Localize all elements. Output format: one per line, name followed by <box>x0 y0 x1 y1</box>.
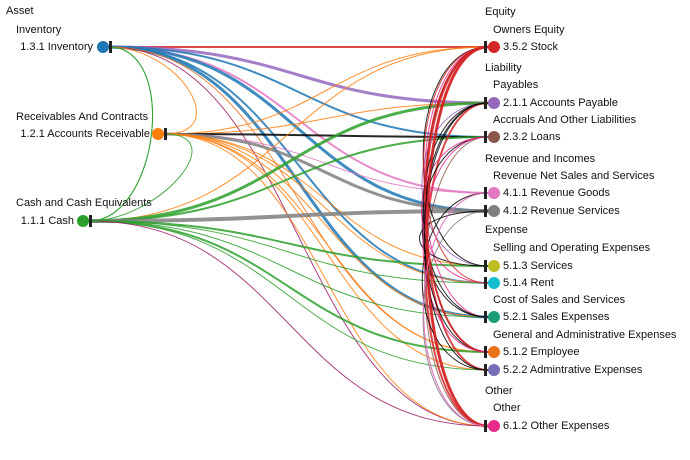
subgroup-label-receivables: Receivables And Contracts <box>16 111 149 123</box>
node-label-rent: 5.1.4 Rent <box>503 277 554 289</box>
group-label-other: Other <box>485 385 513 397</box>
flow-link <box>88 46 489 222</box>
flow-link <box>88 220 489 371</box>
node-port-receivable <box>164 128 167 140</box>
flow-link <box>88 136 489 222</box>
node-port-employee <box>484 346 487 358</box>
flow-link <box>87 209 490 223</box>
subgroup-label-owners-equity: Owners Equity <box>493 24 565 36</box>
node-receivable[interactable] <box>152 128 164 140</box>
feedback-link <box>421 102 489 267</box>
node-employee[interactable] <box>488 346 500 358</box>
node-port-salesexp <box>484 311 487 323</box>
flow-link <box>88 46 154 222</box>
subgroup-label-cost-of-sales: Cost of Sales and Services <box>493 294 626 306</box>
node-label-payable: 2.1.1 Accounts Payable <box>503 97 618 109</box>
feedback-link <box>422 102 489 318</box>
subgroup-label-accruals: Accruals And Other Liabilities <box>493 114 637 126</box>
subgroup-label-payables: Payables <box>493 79 539 91</box>
node-port-rent <box>484 277 487 289</box>
node-label-stock: 3.5.2 Stock <box>503 41 559 53</box>
node-label-revgoods: 4.1.1 Revenue Goods <box>503 187 611 199</box>
subgroup-label-other: Other <box>493 402 521 414</box>
feedback-link <box>421 192 489 371</box>
flow-link <box>88 133 193 222</box>
node-label-employee: 5.1.2 Employee <box>503 346 580 358</box>
node-label-otherexp: 6.1.2 Other Expenses <box>503 420 610 432</box>
group-label-liability: Liability <box>485 62 522 74</box>
feedback-link <box>423 102 489 371</box>
node-label-cash: 1.1.1 Cash <box>20 215 74 227</box>
feedback-link <box>418 210 489 267</box>
node-label-salesexp: 5.2.1 Sales Expenses <box>503 311 610 323</box>
subgroup-label-selling: Selling and Operating Expenses <box>493 242 651 254</box>
flow-link <box>107 45 490 105</box>
node-port-otherexp <box>484 420 487 432</box>
group-label-equity: Equity <box>485 6 516 18</box>
flow-link <box>108 46 489 427</box>
feedback-link <box>421 136 489 284</box>
node-salesexp[interactable] <box>488 311 500 323</box>
flow-link <box>108 46 489 284</box>
node-port-admin <box>484 364 487 376</box>
node-stock[interactable] <box>488 41 500 53</box>
node-cash[interactable] <box>77 215 89 227</box>
node-loans[interactable] <box>488 131 500 143</box>
flow-link <box>88 220 489 284</box>
flow-link <box>108 46 197 135</box>
node-label-loans: 2.3.2 Loans <box>503 131 561 143</box>
flow-link <box>88 220 489 318</box>
node-label-admin: 5.2.2 Admintrative Expenses <box>503 364 643 376</box>
feedback-link <box>421 136 489 318</box>
feedback-link <box>423 192 489 427</box>
feedback-link <box>425 46 489 427</box>
flow-link <box>88 220 489 427</box>
flow-link <box>108 46 489 138</box>
flow-link <box>87 101 490 223</box>
node-port-stock <box>484 41 487 53</box>
node-payable[interactable] <box>488 97 500 109</box>
node-port-revgoods <box>484 187 487 199</box>
group-label-revenue: Revenue and Incomes <box>485 153 596 165</box>
flow-link <box>162 132 490 213</box>
flow-link <box>88 220 489 353</box>
feedback-link <box>423 46 489 284</box>
subgroup-label-cash: Cash and Cash Equivalents <box>16 197 152 209</box>
node-services[interactable] <box>488 260 500 272</box>
group-label-asset: Asset <box>6 5 34 17</box>
flow-link <box>163 133 489 427</box>
feedback-link <box>422 136 489 353</box>
node-port-payable <box>484 97 487 109</box>
node-label-inventory: 1.3.1 Inventory <box>20 41 93 53</box>
node-label-revservices: 4.1.2 Revenue Services <box>503 205 620 217</box>
node-inventory[interactable] <box>97 41 109 53</box>
node-revgoods[interactable] <box>488 187 500 199</box>
node-label-receivable: 1.2.1 Accounts Receivable <box>20 128 150 140</box>
flow-link <box>163 46 489 135</box>
flow-link <box>107 45 490 319</box>
subgroup-label-inventory: Inventory <box>16 24 62 36</box>
node-port-inventory <box>109 41 112 53</box>
feedback-link <box>424 46 489 353</box>
node-rent[interactable] <box>488 277 500 289</box>
subgroup-label-general-admin: General and Administrative Expenses <box>493 329 677 341</box>
node-label-services: 5.1.3 Services <box>503 260 573 272</box>
subgroup-label-revenue-net: Revenue Net Sales and Services <box>493 170 655 182</box>
flow-link <box>107 45 490 213</box>
node-otherexp[interactable] <box>488 420 500 432</box>
node-port-cash <box>89 215 92 227</box>
node-port-revservices <box>484 205 487 217</box>
group-label-expense: Expense <box>485 224 528 236</box>
node-revservices[interactable] <box>488 205 500 217</box>
node-port-loans <box>484 131 487 143</box>
flow-link <box>88 220 489 267</box>
node-port-services <box>484 260 487 272</box>
node-admin[interactable] <box>488 364 500 376</box>
